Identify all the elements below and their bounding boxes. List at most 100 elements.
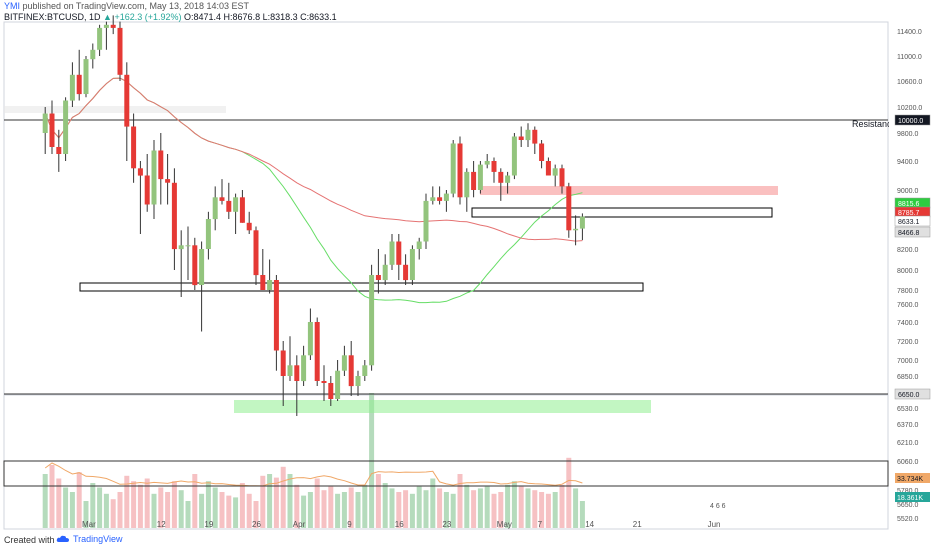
candle-body	[389, 241, 395, 265]
price-tick-label: 9400.0	[897, 159, 919, 166]
time-tick-label: Jun	[708, 520, 721, 529]
volume-bar	[498, 492, 504, 528]
volume-bar	[226, 495, 232, 528]
candle-body	[369, 275, 375, 366]
candle-body	[423, 200, 429, 242]
candle-body	[212, 197, 218, 220]
volume-bar	[328, 486, 334, 528]
volume-bar	[335, 493, 341, 528]
volume-bar	[280, 466, 286, 528]
candle-body	[403, 264, 409, 281]
tradingview-link[interactable]: TradingView	[56, 534, 123, 544]
candle-body	[137, 168, 143, 176]
volume-bar	[267, 474, 273, 528]
volume-bar	[559, 484, 565, 528]
volume-bar	[532, 490, 538, 528]
volume-bar	[219, 492, 225, 528]
candle-body	[511, 136, 517, 176]
candle-body	[165, 179, 171, 183]
volume-bar	[131, 481, 137, 528]
volume-bars	[42, 393, 585, 528]
candle-body	[199, 249, 205, 285]
volume-bar	[233, 497, 239, 528]
candle-body	[314, 322, 320, 381]
volume-bar	[239, 483, 245, 528]
volume-box	[3, 460, 889, 487]
candle-body	[409, 249, 415, 280]
volume-bar	[579, 501, 585, 528]
volume-bar	[389, 488, 395, 528]
candle-body	[545, 161, 551, 176]
volume-bar	[518, 486, 524, 528]
candle-body	[362, 365, 368, 376]
time-tick-label: 23	[442, 520, 451, 529]
grid	[3, 21, 889, 530]
volume-bar	[341, 492, 347, 528]
candle-body	[307, 322, 313, 356]
candle-body	[348, 355, 354, 387]
volume-bar	[464, 484, 470, 528]
candles	[42, 15, 585, 416]
time-tick-label: 16	[395, 520, 404, 529]
price-tick-label: 7000.0	[897, 358, 919, 365]
ohlc-label: O:8471.4 H:8676.8 L:8318.3 C:8633.1	[184, 12, 337, 22]
candle-body	[430, 197, 436, 201]
symbol-info: BITFINEX:BTCUSD, 1D ▲ +162.3 (+1.92%) O:…	[4, 12, 337, 22]
candle-body	[144, 175, 150, 205]
volume-bar	[199, 493, 205, 528]
vol-ma-tag-text: 33.734K	[897, 476, 923, 483]
volume-bar	[110, 499, 116, 528]
candle-body	[396, 241, 402, 265]
price-tick-label: 10600.0	[897, 79, 922, 86]
price-tick-label: 7800.0	[897, 288, 919, 295]
candle-body	[178, 245, 184, 250]
time-tick-label: 7	[538, 520, 543, 529]
time-tick-label: 14	[585, 520, 594, 529]
price-tag-text: 8633.1	[898, 219, 920, 226]
support-zone	[234, 400, 651, 413]
volume-bar	[362, 484, 368, 528]
volume-bar	[83, 501, 89, 528]
volume-bar	[573, 488, 579, 528]
candle-body	[464, 171, 470, 198]
candle-body	[267, 280, 273, 290]
candle-body	[151, 150, 157, 205]
time-tick-label: 26	[252, 520, 261, 529]
volume-bar	[539, 492, 545, 528]
candle-body	[525, 129, 531, 141]
volume-bar	[185, 501, 191, 528]
time-tick-label: 19	[204, 520, 213, 529]
volume-bar	[566, 457, 572, 528]
price-tag-text: 6650.0	[898, 392, 920, 399]
candle-body	[253, 230, 259, 276]
candle-body	[437, 197, 443, 201]
volume-bar	[158, 487, 164, 528]
volume-bar	[151, 493, 157, 528]
candle-body	[498, 171, 504, 183]
volume-bar	[301, 495, 307, 528]
volume-bar	[409, 493, 415, 528]
volume-bar	[97, 487, 103, 528]
volume-bar	[63, 487, 69, 528]
volume-bar	[117, 492, 123, 528]
volume-bar	[321, 490, 327, 528]
price-tag-support_line	[894, 388, 931, 400]
price-tag-text: 10000.0	[898, 118, 923, 125]
time-tick-label: May	[497, 520, 512, 529]
volume-bar	[511, 481, 517, 528]
volume-bar	[294, 484, 300, 528]
volume-bar	[552, 492, 558, 528]
price-tick-label: 7600.0	[897, 302, 919, 309]
price-tick-label: 9800.0	[897, 131, 919, 138]
volume-bar	[471, 490, 477, 528]
cloud-icon	[56, 535, 69, 542]
price-axis: 11400.0 11000.0 10600.0 10200.0 9800.0 9400.0…	[889, 22, 932, 529]
gray-zone	[4, 106, 226, 113]
price-tick-label: 7400.0	[897, 320, 919, 327]
candle-body	[171, 182, 177, 250]
volume-bar	[430, 478, 436, 528]
time-tick-label: Mar	[82, 520, 96, 529]
publisher-name[interactable]: YMI	[4, 1, 21, 11]
candle-body	[226, 200, 232, 212]
